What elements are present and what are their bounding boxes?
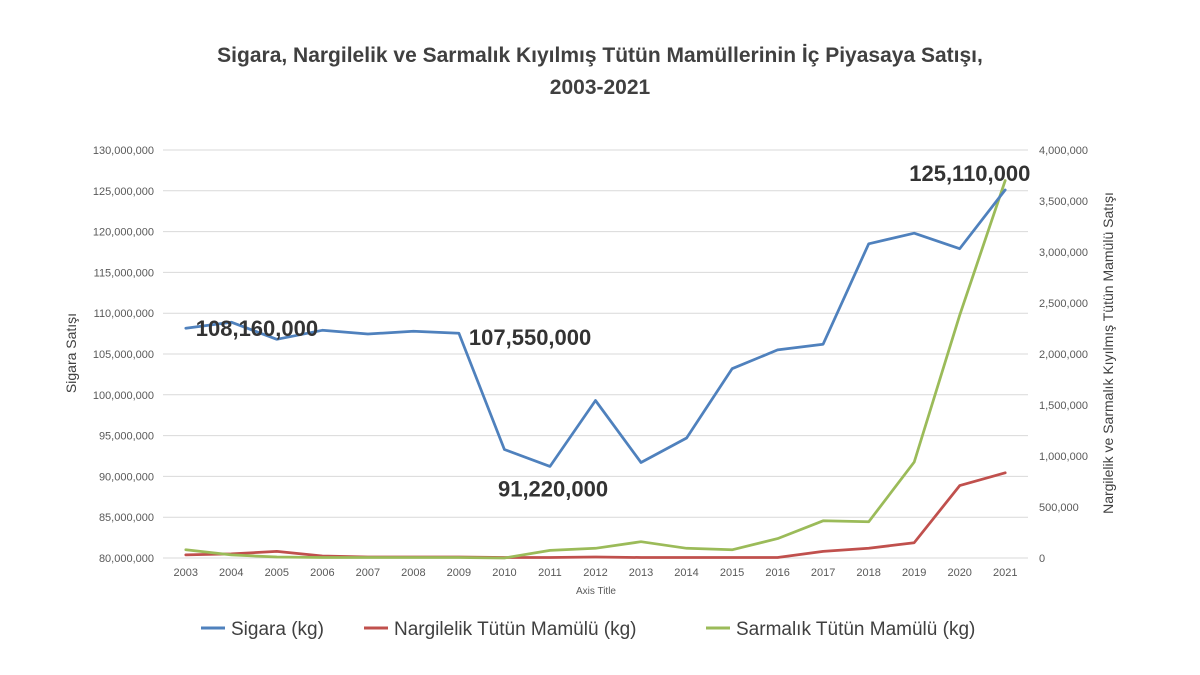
- legend-label: Nargilelik Tütün Mamülü (kg): [394, 619, 637, 640]
- y-right-tick-label: 4,000,000: [1039, 145, 1088, 157]
- y-left-tick-label: 80,000,000: [99, 553, 154, 565]
- x-axis-ticks: 2003 2004 2005 2006 2007 2008 2009 2010 2011 2012…: [174, 567, 1018, 579]
- y-left-tick-label: 130,000,000: [93, 145, 154, 157]
- x-tick-label: 2015: [720, 567, 744, 579]
- x-tick-label: 2006: [310, 567, 334, 579]
- x-tick-label: 2018: [856, 567, 880, 579]
- legend: Sigara (kg) Nargilelik Tütün Mamülü (kg) S…: [201, 619, 975, 640]
- series-lines: [184, 179, 1007, 560]
- x-tick-label: 2005: [265, 567, 289, 579]
- legend-label: Sigara (kg): [231, 619, 324, 640]
- x-tick-label: 2013: [629, 567, 653, 579]
- x-tick-label: 2010: [492, 567, 516, 579]
- right-axis-ticks: 0 500,000 1,000,000 1,500,000 2,000,000 2,500…: [1039, 145, 1088, 565]
- y-left-tick-label: 110,000,000: [94, 308, 154, 320]
- y-axis-right-title: Nargilelik ve Sarmalık Kıyılmış Tütün Ma…: [1100, 192, 1116, 514]
- y-right-tick-label: 0: [1039, 553, 1045, 565]
- data-annotations: 108,160,000 107,550,000 91,220,000 125,110,…: [196, 161, 1031, 502]
- y-right-tick-label: 1,000,000: [1039, 451, 1088, 463]
- x-tick-label: 2012: [583, 567, 607, 579]
- series-line-1: [184, 188, 1007, 468]
- x-tick-label: 2019: [902, 567, 926, 579]
- x-tick-label: 2014: [674, 567, 698, 579]
- y-axis-left-title: Sigara Satışı: [63, 313, 79, 393]
- y-left-tick-label: 120,000,000: [93, 227, 154, 239]
- y-left-tick-label: 95,000,000: [99, 431, 154, 443]
- series-line-2: [184, 471, 1007, 559]
- y-left-tick-label: 105,000,000: [93, 349, 154, 361]
- data-label: 107,550,000: [469, 325, 591, 350]
- x-tick-label: 2004: [219, 567, 243, 579]
- x-tick-label: 2007: [356, 567, 380, 579]
- x-tick-label: 2021: [993, 567, 1017, 579]
- y-left-tick-label: 115,000,000: [94, 267, 154, 279]
- x-tick-label: 2011: [538, 567, 562, 579]
- data-label: 91,220,000: [498, 476, 608, 501]
- y-right-tick-label: 3,000,000: [1039, 247, 1088, 259]
- data-label: 108,160,000: [196, 316, 318, 341]
- x-tick-label: 2020: [947, 567, 971, 579]
- y-right-tick-label: 1,500,000: [1039, 400, 1088, 412]
- gridlines: [163, 149, 1028, 559]
- y-left-tick-label: 125,000,000: [93, 186, 154, 198]
- legend-label: Sarmalık Tütün Mamülü (kg): [736, 619, 975, 640]
- chart-title-line-2: 2003-2021: [550, 76, 651, 99]
- y-right-tick-label: 2,000,000: [1039, 349, 1088, 361]
- y-left-tick-label: 90,000,000: [99, 471, 154, 483]
- y-left-tick-label: 100,000,000: [93, 390, 154, 402]
- x-tick-label: 2003: [174, 567, 198, 579]
- chart-title-line-1: Sigara, Nargilelik ve Sarmalık Kıyılmış …: [217, 44, 983, 67]
- y-left-tick-label: 85,000,000: [99, 512, 154, 524]
- x-tick-label: 2017: [811, 567, 835, 579]
- left-axis-ticks: 80,000,000 85,000,000 90,000,000 95,000,000…: [93, 145, 154, 565]
- x-tick-label: 2009: [447, 567, 471, 579]
- series-line-3: [184, 179, 1007, 560]
- x-axis-title: Axis Title: [576, 586, 616, 597]
- x-tick-label: 2008: [401, 567, 425, 579]
- x-tick-label: 2016: [765, 567, 789, 579]
- data-label: 125,110,000: [909, 161, 1030, 186]
- y-right-tick-label: 500,000: [1039, 502, 1079, 514]
- y-right-tick-label: 3,500,000: [1039, 196, 1088, 208]
- y-right-tick-label: 2,500,000: [1039, 298, 1088, 310]
